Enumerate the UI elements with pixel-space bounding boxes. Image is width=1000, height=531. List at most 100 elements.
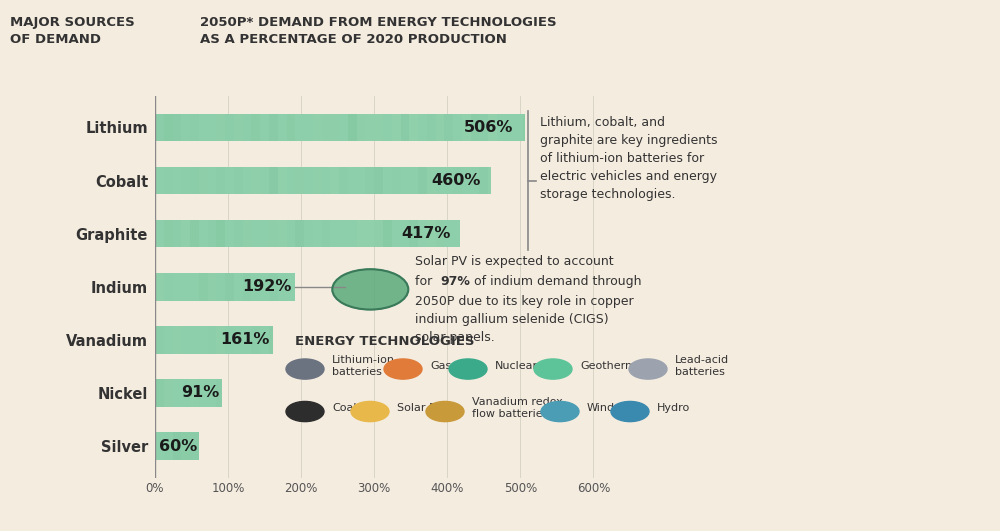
Bar <box>155 326 164 354</box>
Bar <box>260 167 269 194</box>
Bar <box>295 220 304 247</box>
Bar <box>243 220 251 247</box>
Bar <box>295 167 304 194</box>
Bar <box>418 220 427 247</box>
Text: for: for <box>415 275 437 288</box>
Bar <box>216 114 225 141</box>
Bar <box>155 220 164 247</box>
Bar <box>199 273 208 301</box>
Bar <box>251 167 260 194</box>
Text: 97%: 97% <box>440 275 470 288</box>
Bar <box>243 326 251 354</box>
Bar <box>164 273 173 301</box>
Bar <box>155 273 164 301</box>
Bar <box>155 273 295 301</box>
Bar <box>506 114 515 141</box>
Text: 60%: 60% <box>159 439 198 453</box>
Bar <box>181 273 190 301</box>
Bar <box>409 167 418 194</box>
Bar <box>260 114 269 141</box>
Bar <box>515 114 523 141</box>
Bar <box>260 326 269 354</box>
Bar <box>304 114 313 141</box>
Text: Coal: Coal <box>332 404 356 414</box>
Bar <box>155 432 199 460</box>
Bar <box>155 220 460 247</box>
Bar <box>287 167 295 194</box>
Bar <box>278 167 287 194</box>
Bar <box>436 114 444 141</box>
Bar <box>251 220 260 247</box>
Bar <box>287 220 295 247</box>
Text: Lithium, cobalt, and
graphite are key ingredients
of lithium-ion batteries for
e: Lithium, cobalt, and graphite are key in… <box>540 116 717 201</box>
Bar <box>225 273 234 301</box>
Bar <box>383 220 392 247</box>
Bar <box>357 220 365 247</box>
Text: Lead-acid
batteries: Lead-acid batteries <box>675 355 729 377</box>
Bar <box>401 220 409 247</box>
Bar <box>251 114 260 141</box>
Bar <box>287 273 295 301</box>
Bar <box>392 220 401 247</box>
Bar <box>164 167 173 194</box>
Bar <box>409 114 418 141</box>
Bar <box>348 167 357 194</box>
Bar <box>357 167 365 194</box>
Bar <box>234 114 243 141</box>
Bar <box>269 167 278 194</box>
Bar <box>269 326 273 354</box>
Bar <box>322 114 330 141</box>
Bar <box>199 326 208 354</box>
Bar <box>164 114 173 141</box>
Bar <box>330 167 339 194</box>
Bar <box>479 167 488 194</box>
Bar <box>173 114 181 141</box>
Bar <box>523 114 525 141</box>
Bar <box>216 379 222 407</box>
Bar <box>365 114 374 141</box>
Bar <box>173 220 181 247</box>
Bar <box>471 114 479 141</box>
Bar <box>208 167 216 194</box>
Bar <box>216 167 225 194</box>
Text: Hydro: Hydro <box>657 404 690 414</box>
Bar <box>444 114 453 141</box>
Bar <box>199 167 208 194</box>
Text: MAJOR SOURCES
OF DEMAND: MAJOR SOURCES OF DEMAND <box>10 16 135 46</box>
Bar <box>208 326 216 354</box>
Bar <box>190 273 199 301</box>
Bar <box>436 167 444 194</box>
Bar <box>304 220 313 247</box>
Bar <box>190 432 199 460</box>
Text: 192%: 192% <box>242 279 291 294</box>
Text: Solar PV: Solar PV <box>397 404 443 414</box>
Bar <box>173 167 181 194</box>
Bar <box>155 326 273 354</box>
Bar <box>208 273 216 301</box>
Bar <box>216 220 225 247</box>
Text: 2050P due to its key role in copper
indium gallium selenide (CIGS)
solar panels.: 2050P due to its key role in copper indi… <box>415 295 634 344</box>
Text: Geothermal: Geothermal <box>580 361 646 371</box>
Bar <box>155 432 164 460</box>
Bar <box>173 326 181 354</box>
Bar <box>278 220 287 247</box>
Bar <box>173 432 181 460</box>
Bar <box>208 220 216 247</box>
Bar <box>155 114 525 141</box>
Bar <box>164 220 173 247</box>
Bar <box>181 432 190 460</box>
Bar <box>383 167 392 194</box>
Bar <box>260 273 269 301</box>
Bar <box>427 220 436 247</box>
Bar <box>199 379 208 407</box>
Bar <box>181 114 190 141</box>
Text: Wind: Wind <box>587 404 615 414</box>
Bar <box>287 114 295 141</box>
Bar <box>208 379 216 407</box>
Text: Solar PV is expected to account: Solar PV is expected to account <box>415 255 614 268</box>
Bar <box>278 273 287 301</box>
Bar <box>225 326 234 354</box>
Bar <box>295 114 304 141</box>
Bar <box>164 326 173 354</box>
Text: 161%: 161% <box>220 332 269 347</box>
